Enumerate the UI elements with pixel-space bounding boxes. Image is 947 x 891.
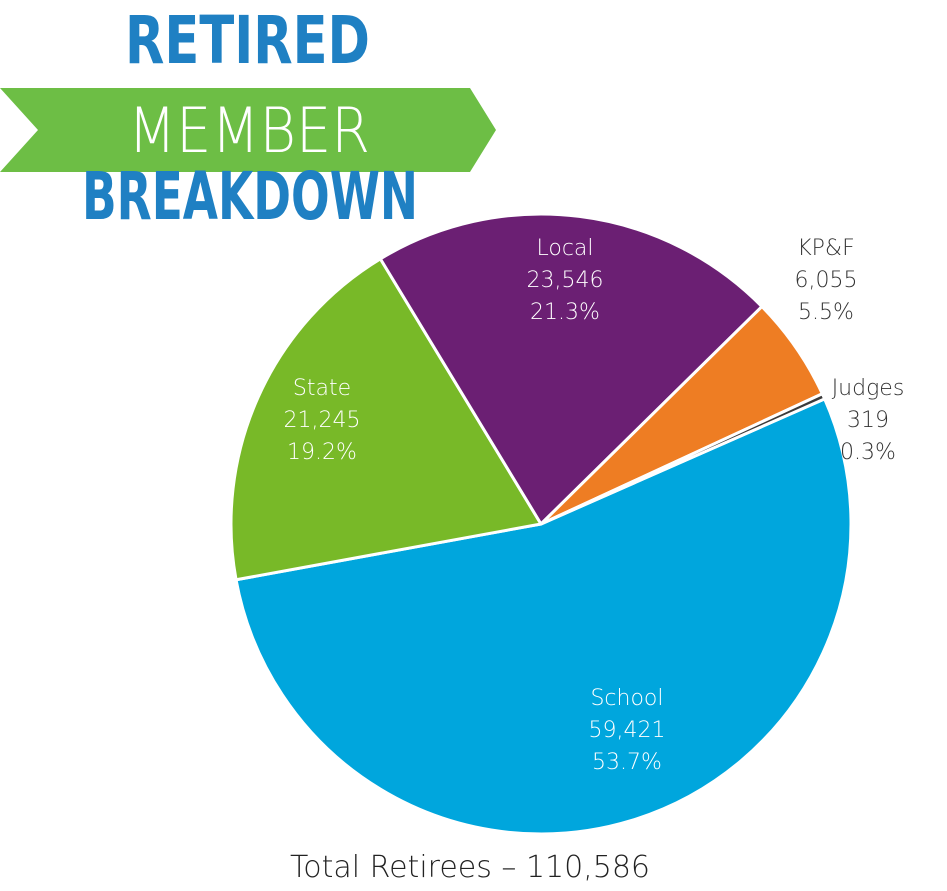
slice-label: 6,055 [795,268,858,293]
footer: Total Retirees – 110,586 [290,850,650,885]
slice-label: 53.7% [592,750,662,775]
title-line: RETIRED [125,2,370,79]
slice-label: Local [536,236,593,261]
pie-slice [234,397,853,836]
slice-label: Judges [832,376,905,401]
title-banner [0,88,496,172]
slice-label: 19.2% [287,440,357,465]
slice-label: 23,546 [527,268,604,293]
pie-slice [378,212,764,526]
slice-label: School [590,686,663,711]
pie-slice [229,257,543,582]
slice-label: 5.5% [798,300,854,325]
title-line: BREAKDOWN [82,158,418,235]
slice-label: 21.3% [530,300,600,325]
slice-label: State [293,376,351,401]
title-line: MEMBER [128,94,370,167]
pie [229,212,853,836]
pie-slice [539,392,827,526]
slice-label: 21,245 [284,408,361,433]
slice-label: 319 [847,408,889,433]
slice-label: KP&F [797,236,855,261]
slice-label: 59,421 [589,718,666,743]
slice-label: 0.3% [840,440,896,465]
